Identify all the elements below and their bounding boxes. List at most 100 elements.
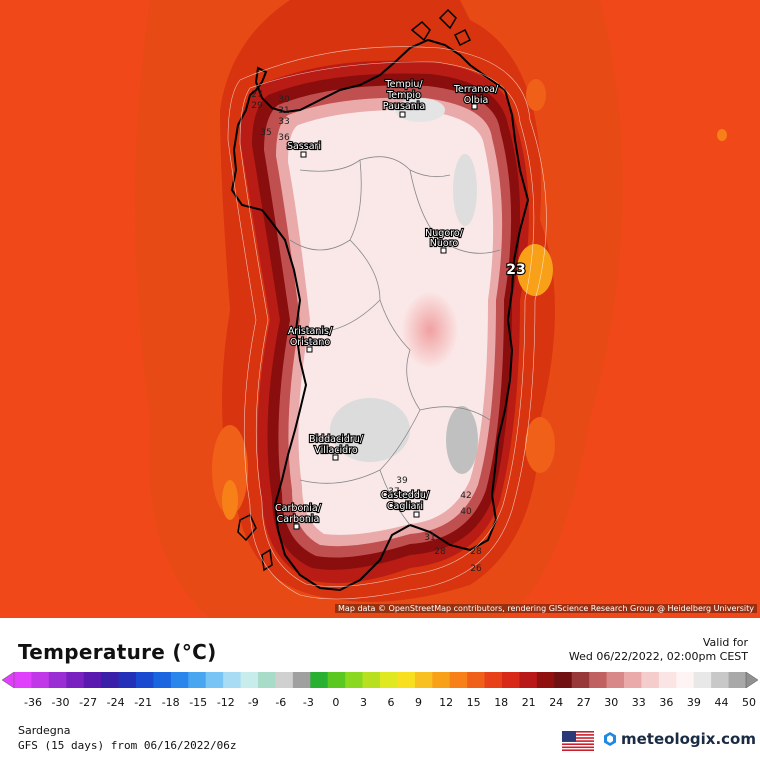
contour-label: 27	[251, 90, 262, 100]
colorbar-tick-label: -9	[248, 696, 259, 709]
region-borders	[289, 156, 501, 526]
contour-label: 36	[278, 133, 290, 143]
colorbar-tick-label: 39	[687, 696, 701, 709]
colorbar-tick-label: -15	[189, 696, 207, 709]
city-olbia-line1: Terranoa/	[453, 84, 499, 95]
valid-time: Wed 06/22/2022, 02:00pm CEST	[568, 650, 748, 663]
colorbar-swatch	[101, 672, 119, 688]
contour-label: 26	[470, 564, 482, 574]
colorbar-swatch	[467, 672, 485, 688]
city-markers	[293, 103, 478, 530]
colorbar-tick-label: 12	[439, 696, 453, 709]
sw-islands	[237, 513, 273, 572]
contour-label: 28	[470, 547, 482, 557]
colorbar-swatch	[414, 672, 433, 688]
contour-label: 30	[278, 95, 290, 105]
colorbar-swatch	[693, 672, 712, 688]
colorbar-swatch	[554, 672, 573, 688]
city-carbonia-line1: Carbonia/	[275, 503, 322, 514]
contour-lines	[227, 46, 547, 600]
city-nuoro-line1: Nugoro/	[425, 228, 463, 239]
cool-spot-nw	[395, 98, 445, 122]
colorbar-swatch	[170, 672, 189, 688]
colorbar-swatch	[136, 672, 154, 688]
colorbar-tick-label: 6	[388, 696, 395, 709]
us-flag-icon[interactable]	[562, 731, 594, 751]
colorbar-swatch	[641, 672, 660, 688]
contour-label: 28	[434, 547, 446, 557]
city-villacidro-line2: Villacidro	[314, 445, 358, 456]
city-tempio-line1: Tempiu/	[384, 79, 423, 90]
colorbar-tick-label: -12	[217, 696, 235, 709]
colorbar-right-arrow	[745, 671, 759, 689]
valid-for-label: Valid for	[702, 636, 748, 649]
city-oristano-line2: Oristano	[290, 337, 331, 348]
city-nuoro-line2: Nuoro	[430, 238, 459, 249]
city-cagliari-line1: Casteddu/	[381, 490, 430, 501]
colorbar-tick-label: 44	[715, 696, 729, 709]
colorbar-swatch	[432, 672, 451, 688]
colorbar-swatch	[711, 672, 729, 688]
sea-warm-spot-far-e	[717, 129, 727, 141]
colorbar-swatch	[536, 672, 555, 688]
north-islands	[410, 8, 472, 47]
contour-label: 31	[424, 533, 435, 543]
contour-label: 40	[460, 507, 472, 517]
colorbar-tick-label: 0	[332, 696, 339, 709]
colorbar-swatch	[380, 672, 398, 688]
hot-spot-center	[402, 292, 458, 368]
colorbar-tick-label: -30	[52, 696, 70, 709]
colorbar-swatch	[14, 672, 32, 688]
colorbar-swatch	[31, 672, 50, 688]
legend-title: Temperature (°C)	[18, 640, 217, 664]
colorbar-tick-label: -36	[24, 696, 42, 709]
city-cagliari-line2: Cagliari	[387, 501, 423, 512]
colorbar-swatch	[519, 672, 538, 688]
colorbar-swatch	[624, 672, 642, 688]
city-labels: Tempiu/ Tempio Pausania Terranoa/ Olbia …	[274, 78, 500, 526]
colorbar-tick-label: 24	[549, 696, 563, 709]
meteologix-logo[interactable]: meteologix.com	[602, 730, 756, 748]
city-villacidro-line1: Biddacidru/	[309, 434, 364, 445]
city-sassari: Sassari	[287, 141, 321, 152]
colorbar-tick-label: 15	[467, 696, 481, 709]
city-tempio-line2: Tempio	[386, 90, 421, 101]
sea-warm-spot-se	[525, 417, 555, 473]
colorbar-swatch	[449, 672, 468, 688]
colorbar-swatch	[240, 672, 259, 688]
cool-spot-north	[453, 154, 477, 226]
colorbar-swatch	[345, 672, 363, 688]
contour-label: 35	[260, 128, 271, 138]
colorbar-tick-label: -6	[275, 696, 286, 709]
colorbar-swatch	[118, 672, 137, 688]
colorbar-swatch	[728, 672, 747, 688]
brand-name: meteologix.com	[621, 730, 756, 748]
colorbar-tick-label: 50	[742, 696, 756, 709]
contour-label: 33	[278, 117, 289, 127]
colorbar-swatch	[484, 672, 503, 688]
colorbar-swatch	[606, 672, 625, 688]
model-run: GFS (15 days) from 06/16/2022/06z	[18, 739, 237, 752]
sea-warm-spot-ne	[526, 79, 546, 111]
cool-spot-east	[446, 406, 478, 474]
colorbar-swatch	[658, 672, 677, 688]
sea-warm-spot-w2	[222, 480, 238, 520]
colorbar-left-arrow	[1, 671, 15, 689]
colorbar-swatch	[153, 672, 172, 688]
colorbar-tick-label: -21	[134, 696, 152, 709]
colorbar-tick-label: 33	[632, 696, 646, 709]
meteologix-logo-icon	[604, 732, 616, 746]
colorbar-swatch	[676, 672, 695, 688]
colorbar-swatch	[397, 672, 416, 688]
colorbar-tick-label: -18	[162, 696, 180, 709]
colorbar-tick-label: 30	[604, 696, 618, 709]
colorbar-tick-label: 18	[494, 696, 508, 709]
city-olbia-line2: Olbia	[464, 95, 489, 106]
map-attribution: Map data © OpenStreetMap contributors, r…	[335, 604, 757, 613]
colorbar-tick-label: 27	[577, 696, 591, 709]
sea-warm-spot-w1	[212, 425, 248, 515]
sardinia-coastline	[230, 38, 530, 592]
colorbar-tick-label: 9	[415, 696, 422, 709]
cool-spot-south	[330, 398, 410, 462]
city-tempio-line3: Pausania	[383, 101, 425, 112]
